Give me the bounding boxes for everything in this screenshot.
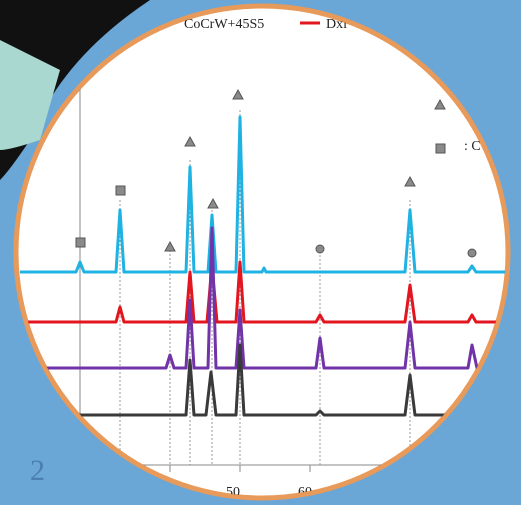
scene: 2 : C CoCrW+45S5 Dxi 50 60 (0, 0, 521, 505)
legend-item: CoCrW+45S5 (184, 17, 264, 32)
background-label: 2 (30, 454, 45, 487)
marker-label: : C (464, 139, 481, 154)
page: 2 : C CoCrW+45S5 Dxi 50 60 (() => { cons… (0, 0, 521, 505)
lens (16, 6, 508, 498)
